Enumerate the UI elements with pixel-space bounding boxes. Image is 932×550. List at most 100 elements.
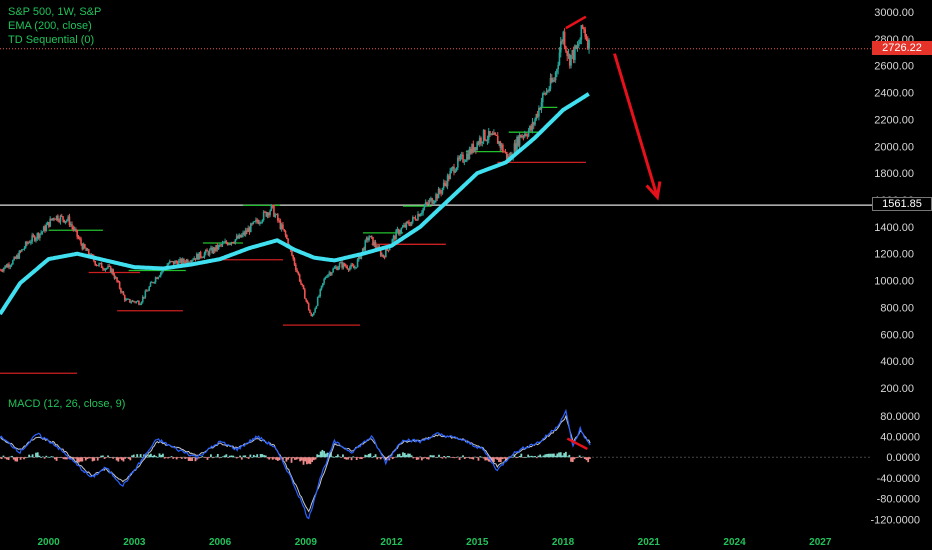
macd-histogram-bar — [26, 457, 29, 458]
macd-histogram-bar — [395, 456, 398, 458]
price-candle-body — [1, 270, 4, 272]
price-candle-body — [60, 215, 63, 217]
macd-histogram-bar — [300, 457, 303, 461]
symbol-title[interactable]: S&P 500, 1W, S&P — [8, 6, 102, 18]
price-candle-body — [136, 301, 139, 302]
price-candle-body — [388, 247, 391, 251]
price-candle-body — [441, 188, 444, 194]
price-candle-body — [295, 264, 297, 270]
price-candle-body — [403, 224, 405, 227]
macd-histogram-bar — [148, 454, 151, 458]
price-candle-body — [282, 224, 284, 230]
price-candle-body — [86, 249, 89, 251]
price-candle-body — [261, 220, 264, 223]
macd-histogram-bar — [122, 457, 125, 462]
price-candle-body — [19, 251, 22, 252]
macd-histogram-bar — [275, 457, 277, 460]
price-candle-body — [278, 220, 280, 222]
price-candle-body — [409, 224, 412, 226]
macd-histogram-bar — [163, 457, 166, 459]
price-candle-body — [117, 281, 120, 283]
price-candle-body — [373, 242, 376, 246]
macd-y-tick-label: 40.0000 — [880, 432, 920, 444]
price-candle-body — [121, 291, 123, 293]
price-candle-body — [472, 144, 475, 152]
macd-histogram-bar — [24, 457, 27, 459]
macd-histogram-bar — [456, 456, 459, 458]
x-tick-label: 2015 — [466, 537, 489, 548]
macd-histogram-bar — [338, 456, 341, 458]
price-candle-body — [4, 265, 6, 268]
price-candle-body — [500, 144, 503, 148]
price-candle-body — [527, 130, 530, 137]
price-candle-body — [583, 27, 585, 30]
price-candle-body — [485, 140, 487, 141]
price-candle-body — [46, 221, 49, 226]
price-candle-body — [336, 266, 338, 270]
price-candle-body — [459, 155, 462, 160]
macd-histogram-bar — [65, 457, 68, 460]
macd-histogram-bar — [306, 457, 308, 465]
price-candle-body — [579, 39, 581, 45]
price-candle-body — [322, 283, 324, 286]
price-candle-body — [123, 295, 126, 301]
price-candle-body — [280, 224, 283, 229]
macd-histogram-bar — [220, 457, 223, 458]
price-candle-body — [175, 260, 178, 263]
y-tick-label: 800.00 — [880, 302, 914, 314]
price-candle-body — [532, 122, 535, 125]
price-candle-body — [251, 223, 253, 225]
macd-histogram-bar — [585, 457, 588, 461]
price-candle-body — [198, 252, 201, 260]
price-candle-body — [212, 247, 215, 254]
price-candle-body — [221, 242, 224, 246]
macd-histogram-bar — [198, 457, 200, 459]
price-candle-body — [99, 262, 102, 264]
price-candle-body — [202, 257, 205, 258]
macd-histogram-bar — [69, 457, 72, 459]
macd-histogram-bar — [45, 455, 48, 458]
macd-histogram-bar — [544, 454, 547, 458]
macd-histogram-bar — [186, 457, 188, 459]
price-candle-body — [233, 242, 235, 244]
price-candle-body — [154, 277, 157, 282]
price-candle-body — [50, 218, 53, 220]
price-candle-body — [413, 217, 415, 218]
price-candle-body — [54, 218, 57, 220]
price-candle-body — [341, 262, 343, 268]
price-candle-body — [412, 217, 414, 222]
macd-histogram-bar — [206, 457, 209, 460]
price-candle-body — [102, 267, 104, 270]
macd-histogram-bar — [527, 454, 530, 458]
macd-histogram-bar — [520, 453, 523, 458]
macd-histogram-bar — [405, 454, 408, 458]
price-candle-body — [464, 160, 467, 162]
macd-histogram-bar — [487, 457, 490, 462]
price-candle-body — [85, 248, 87, 251]
ema-indicator-label[interactable]: EMA (200, close) — [8, 20, 92, 32]
y-tick-label: 2000.00 — [874, 141, 914, 153]
macd-histogram-bar — [287, 457, 289, 460]
macd-histogram-bar — [60, 457, 63, 458]
macd-histogram-bar — [390, 457, 392, 458]
macd-histogram-bar — [172, 457, 175, 459]
macd-histogram-bar — [7, 457, 10, 461]
price-candle-body — [505, 151, 508, 159]
macd-histogram-bar — [518, 455, 521, 458]
price-candle-body — [55, 215, 58, 220]
price-candle-body — [334, 266, 337, 268]
price-candle-body — [307, 303, 310, 310]
macd-histogram-bar — [426, 457, 428, 460]
price-candle-body — [127, 298, 130, 300]
price-candle-body — [224, 241, 226, 243]
price-candle-body — [568, 54, 571, 66]
macd-histogram-bar — [76, 457, 79, 462]
price-candle-body — [562, 31, 565, 42]
price-candle-body — [186, 259, 189, 263]
macd-histogram-bar — [540, 456, 543, 458]
td-indicator-label[interactable]: TD Sequential (0) — [8, 34, 95, 46]
macd-histogram-bar — [539, 454, 542, 458]
price-candle-body — [584, 29, 586, 37]
price-candle-body — [342, 263, 345, 268]
macd-indicator-label[interactable]: MACD (12, 26, close, 9) — [8, 398, 126, 410]
